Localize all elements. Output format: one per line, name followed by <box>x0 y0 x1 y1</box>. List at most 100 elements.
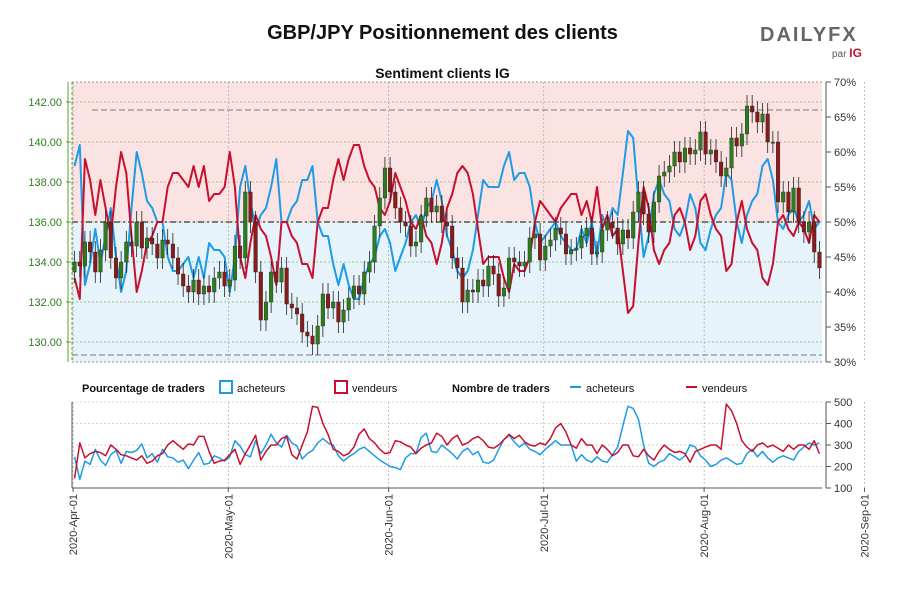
count-sellers-line <box>73 403 821 479</box>
candle-body <box>439 205 444 223</box>
candle-body <box>527 237 532 263</box>
candle-body <box>812 221 817 253</box>
candle-body <box>331 301 336 309</box>
price-tick-label: 140.00 <box>28 137 62 149</box>
candle-body <box>113 257 118 279</box>
pct-tick-label: 35% <box>834 322 856 334</box>
candle-body <box>641 191 646 215</box>
count-tick-label: 200 <box>834 462 852 474</box>
legend-pct-label: Pourcentage de traders <box>82 383 205 395</box>
candle-body <box>450 225 455 259</box>
candle-body <box>517 261 522 267</box>
candle-body <box>181 273 186 287</box>
candle-body <box>584 227 589 237</box>
candle-body <box>496 273 501 297</box>
candle-body <box>408 225 413 247</box>
candle-body <box>465 289 470 303</box>
candle-body <box>191 279 196 293</box>
candle-body <box>77 261 82 267</box>
x-tick-label: 2020-Apr-01 <box>68 494 80 555</box>
candle-body <box>320 293 325 327</box>
candle-body <box>522 261 527 267</box>
candle-body <box>424 197 429 217</box>
candle-body <box>93 251 98 273</box>
candle-body <box>165 239 170 245</box>
pct-tick-label: 70% <box>834 77 856 89</box>
candle-body <box>326 293 331 309</box>
candle-body <box>636 191 641 213</box>
candle-body <box>481 279 486 287</box>
candle-body <box>372 225 377 263</box>
pct-tick-label: 45% <box>834 252 856 264</box>
count-tick-label: 300 <box>834 440 852 452</box>
x-tick-label: 2020-May-01 <box>223 494 235 559</box>
candle-body <box>129 241 134 247</box>
candle-body <box>274 271 279 283</box>
candle-body <box>362 271 367 295</box>
candle-body <box>791 187 796 213</box>
candle-body <box>538 233 543 261</box>
candle-body <box>300 313 305 333</box>
candle-body <box>501 287 506 297</box>
candle-body <box>403 221 408 227</box>
price-tick-label: 142.00 <box>28 97 62 109</box>
candle-body <box>569 249 574 255</box>
candle-body <box>553 227 558 241</box>
buy-zone <box>72 222 822 362</box>
candle-body <box>646 213 651 233</box>
legend: Pourcentage de traders acheteurs vendeur… <box>82 380 748 395</box>
candle-body <box>677 151 682 163</box>
candle-body <box>460 267 465 303</box>
pct-tick-label: 55% <box>834 182 856 194</box>
candle-body <box>382 167 387 199</box>
candle-body <box>419 215 424 243</box>
price-tick-label: 134.00 <box>28 257 62 269</box>
candle-body <box>103 221 108 251</box>
candle-body <box>393 191 398 209</box>
candle-body <box>139 221 144 249</box>
candle-body <box>434 205 439 213</box>
candle-body <box>693 149 698 155</box>
candle-body <box>470 289 475 293</box>
candle-body <box>253 221 258 273</box>
candle-body <box>476 279 481 293</box>
candle-body <box>605 221 610 231</box>
candle-body <box>682 147 687 163</box>
brand-sub: par IG <box>832 46 862 60</box>
count-tick-label: 100 <box>834 483 852 495</box>
candle-body <box>750 105 755 113</box>
candle-body <box>703 131 708 155</box>
candle-body <box>398 207 403 223</box>
candle-body <box>512 257 517 263</box>
candle-body <box>445 221 450 227</box>
chart-subtitle: Sentiment clients IG <box>375 65 510 81</box>
price-tick-label: 130.00 <box>28 337 62 349</box>
pct-tick-label: 60% <box>834 147 856 159</box>
count-buyers-line <box>73 405 820 481</box>
candle-body <box>72 261 77 273</box>
candle-body <box>238 245 243 259</box>
candle-body <box>88 241 93 253</box>
legend-pct-sell-swatch <box>334 380 348 394</box>
candle-body <box>284 267 289 305</box>
legend-pct-buy: acheteurs <box>237 383 286 395</box>
pct-tick-label: 65% <box>834 112 856 124</box>
legend-num-buy: acheteurs <box>586 383 635 395</box>
candle-body <box>212 277 217 293</box>
candle-body <box>341 309 346 323</box>
candle-body <box>651 201 656 233</box>
candle-body <box>574 247 579 251</box>
candle-body <box>134 221 139 247</box>
candle-body <box>279 267 284 283</box>
candle-body <box>734 137 739 147</box>
price-tick-label: 138.00 <box>28 177 62 189</box>
candle-body <box>310 335 315 345</box>
candle-body <box>232 245 237 281</box>
count-tick-label: 400 <box>834 419 852 431</box>
candle-body <box>207 285 212 293</box>
legend-pct-buy-swatch <box>219 380 233 394</box>
candle-body <box>688 147 693 155</box>
candle-body <box>739 133 744 147</box>
candle-body <box>377 197 382 227</box>
